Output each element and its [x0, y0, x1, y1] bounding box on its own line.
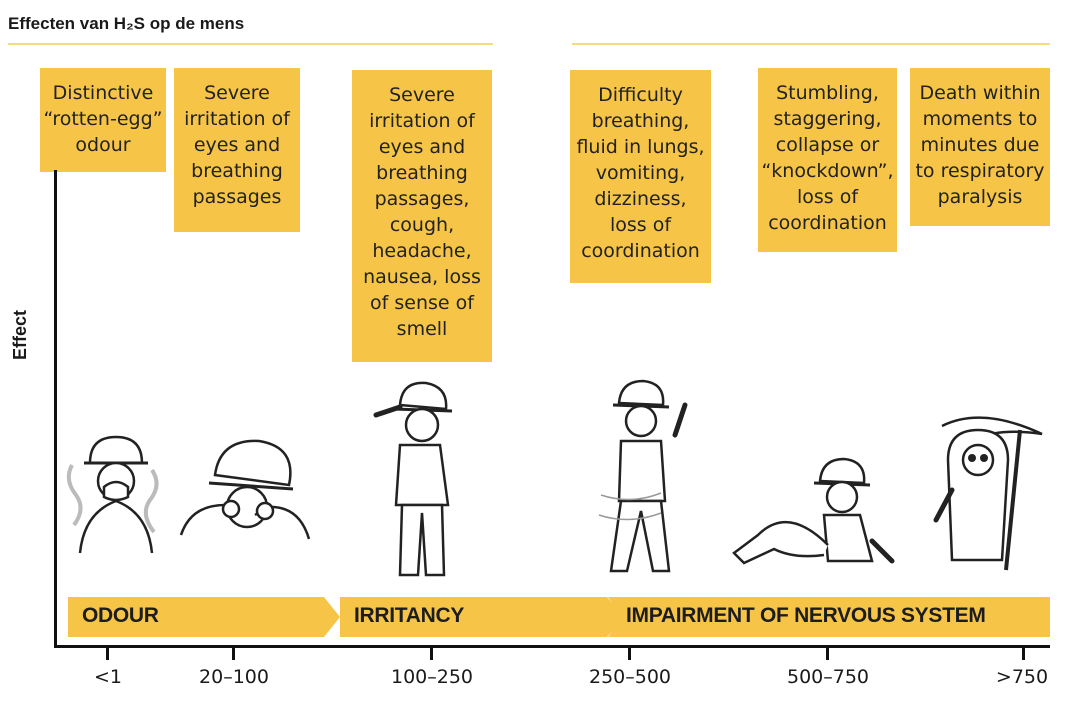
range-label-4: 250–500: [588, 666, 672, 688]
phase-label-nervous-system: IMPAIRMENT OF NERVOUS SYSTEM: [626, 604, 986, 627]
title-rule-right: [572, 43, 1050, 45]
worker-covering-nose-icon: [66, 435, 159, 554]
range-label-6: >750: [995, 666, 1049, 688]
phase-label-irritancy: IRRITANCY: [354, 604, 465, 627]
effect-box-4: Difficulty breathing, fluid in lungs, vo…: [570, 70, 711, 283]
effect-text-3: Severe irritation of eyes and breathing …: [363, 84, 481, 340]
effect-box-5: Stumbling, staggering, collapse or “knoc…: [758, 68, 897, 252]
range-label-3: 100–250: [390, 666, 474, 688]
x-axis: [54, 645, 1050, 648]
effect-text-2: Severe irritation of eyes and breathing …: [184, 82, 290, 208]
worker-rubbing-eyes-icon: [179, 439, 311, 540]
phase-label-odour: ODOUR: [82, 604, 159, 627]
range-label-1: <1: [93, 666, 123, 688]
effect-box-2: Severe irritation of eyes and breathing …: [174, 68, 300, 232]
tick-4: [628, 648, 631, 660]
worker-staggering-icon: [598, 379, 688, 573]
tick-1: [106, 648, 109, 660]
effect-text-6: Death within moments to minutes due to r…: [915, 82, 1045, 208]
tick-5: [826, 648, 829, 660]
effect-text-4: Difficulty breathing, fluid in lungs, vo…: [576, 84, 705, 262]
page-title: Effecten van H₂S op de mens: [8, 14, 245, 33]
tick-6: [1022, 648, 1025, 660]
worker-collapsed-icon: [732, 457, 895, 565]
y-axis-label: Effect: [10, 309, 30, 360]
range-label-2: 20–100: [199, 666, 269, 688]
phase-arrow-irritancy: IRRITANCY: [340, 597, 625, 637]
grim-reaper-icon: [933, 416, 1043, 571]
effect-text-5: Stumbling, staggering, collapse or “knoc…: [761, 82, 894, 234]
effect-text-1: Distinctive “rotten-egg” odour: [43, 82, 163, 156]
tick-3: [430, 648, 433, 660]
effect-box-3: Severe irritation of eyes and breathing …: [352, 70, 492, 362]
phase-arrow-nervous-system: IMPAIRMENT OF NERVOUS SYSTEM: [608, 597, 1050, 637]
effect-box-1: Distinctive “rotten-egg” odour: [40, 68, 166, 172]
phase-arrow-odour: ODOUR: [68, 597, 340, 637]
y-axis: [54, 170, 57, 648]
range-label-5: 500–750: [786, 666, 870, 688]
title-rule-left: [8, 43, 493, 45]
tick-2: [232, 648, 235, 660]
effect-box-6: Death within moments to minutes due to r…: [910, 68, 1050, 226]
worker-coughing-icon: [373, 381, 453, 577]
